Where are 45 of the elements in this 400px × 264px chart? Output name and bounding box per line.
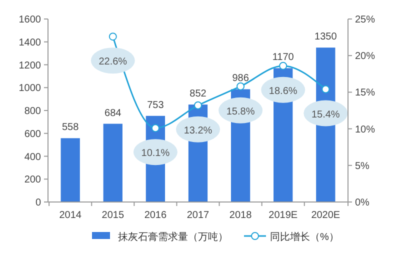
data-label: 15.4% [311,109,340,120]
y2-tick-label: 25% [355,14,376,26]
data-label: 10.1% [141,148,170,160]
x-tick-label: 2017 [186,210,210,221]
y2-tick-label: 10% [355,124,376,136]
x-tick-label: 2016 [144,210,168,221]
data-label: 558 [62,122,80,134]
point [236,82,245,90]
y-tick-label: 400 [24,152,42,163]
data-label: 22.6% [98,56,128,68]
data-label: 753 [147,100,164,111]
x-tick-label: 2018 [229,210,252,221]
y2-tick-label: 20% [355,51,376,62]
y-tick-label: 600 [24,128,42,140]
data-label: 986 [232,73,250,84]
point [194,101,202,110]
y2-tick-label: 0% [355,198,370,208]
y-tick-label: 800 [24,106,42,117]
data-label: 13.2% [184,125,212,136]
point [279,62,288,70]
bar [103,124,122,202]
x-tick-label: 2014 [59,210,82,221]
y-tick-label: 1600 [18,14,42,26]
data-label: 852 [190,88,207,100]
point [151,124,160,132]
x-tick-label: 2020E [311,210,340,221]
legend-label: 同比增长（%） [270,231,339,243]
point [322,85,330,94]
x-tick-label: 2015 [102,210,124,221]
data-label: 1350 [314,32,338,43]
point [108,32,117,41]
bar [60,138,80,202]
data-label: 18.6% [268,86,298,97]
y-tick-label: 200 [24,174,42,186]
y-tick-label: 1400 [18,37,42,48]
y2-tick-label: 5% [355,160,370,172]
data-label: 15.8% [226,106,255,118]
y2-tick-label: 15% [355,88,376,99]
y-tick-label: 1000 [18,83,42,94]
y-tick-label: 0 [35,198,42,208]
y-tick-label: 1200 [18,60,42,72]
legend-label: 抹灰石膏需求量（万吨） [118,231,228,243]
x-tick-label: 2019E [268,210,298,221]
data-label: 1170 [272,52,294,64]
data-label: 684 [104,108,122,119]
